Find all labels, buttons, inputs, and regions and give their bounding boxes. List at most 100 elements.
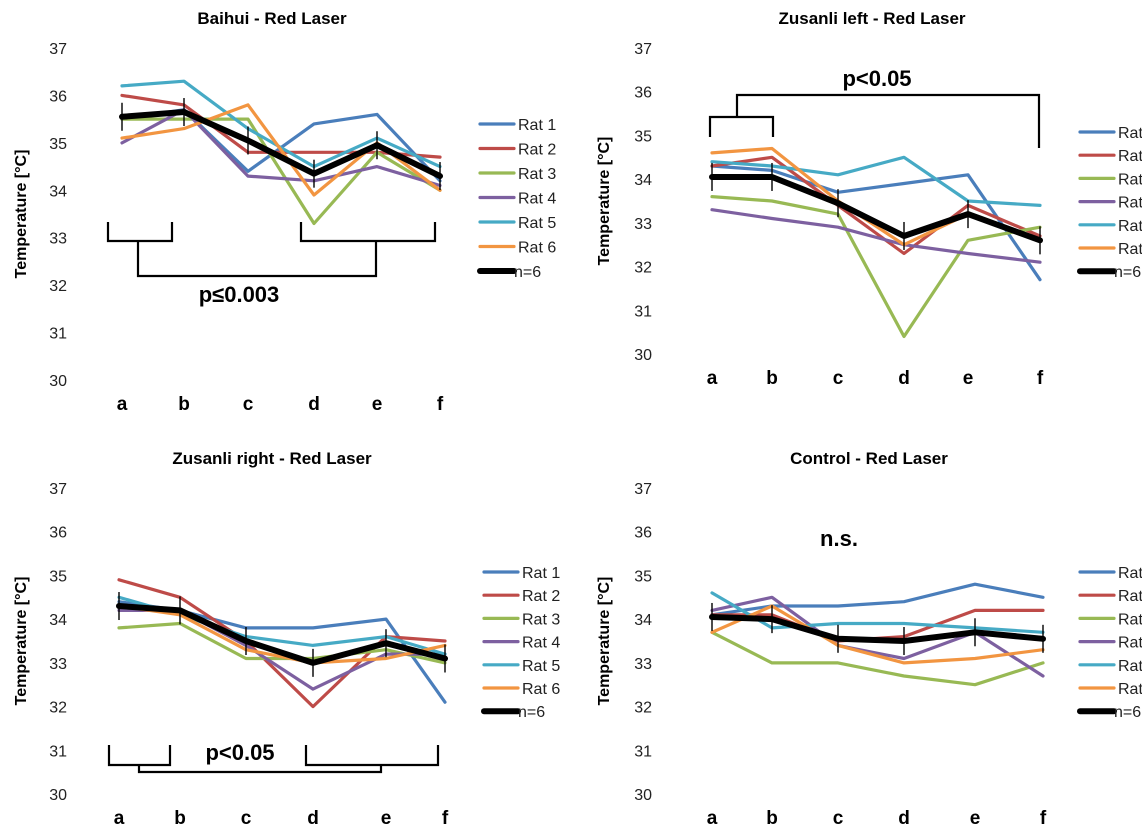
y-tick-label: 34 [49, 183, 67, 200]
series-line-5 [710, 591, 1045, 634]
legend-label: Rat 5 [1118, 658, 1142, 675]
x-tick-label: d [898, 808, 910, 829]
legend-label: n=6 [518, 704, 545, 721]
legend-label: n=6 [514, 264, 541, 281]
chart-panel-4: Control - Red Laser 30 31 32 33 34 35 36 37 Tempe… [596, 449, 1142, 829]
series-line-3 [710, 195, 1042, 339]
y-tick-label: 32 [49, 278, 67, 295]
legend-label: n=6 [1114, 704, 1141, 721]
y-tick-label: 31 [634, 743, 652, 760]
x-tick-label: a [707, 368, 718, 389]
y-tick-label: 31 [634, 303, 652, 320]
series-line-2 [710, 155, 1042, 256]
significance-label: n.s. [820, 526, 858, 551]
x-tick-label: e [963, 368, 974, 389]
y-axis-label: Temperature [°C] [596, 137, 613, 266]
y-tick-label: 31 [49, 743, 67, 760]
significance-bracket [304, 745, 440, 767]
mean-series-line [709, 174, 1043, 244]
legend-label: Rat 4 [518, 191, 556, 208]
x-tick-label: e [970, 808, 981, 829]
x-tick-label: b [174, 808, 186, 829]
chart-panel-1: Baihui - Red Laser 30 31 32 33 34 35 36 37 Temper… [13, 9, 556, 415]
y-tick-label: 34 [49, 612, 67, 629]
x-tick-label: f [437, 394, 444, 415]
significance-label: p≤0.003 [199, 282, 280, 307]
series-line-2 [117, 578, 447, 709]
series-line-6 [710, 146, 1042, 247]
series-line-4 [710, 208, 1042, 264]
legend-label: Rat 6 [1118, 241, 1142, 258]
mean-series-line [119, 109, 443, 180]
y-tick-label: 37 [634, 41, 652, 58]
legend-label: Rat 4 [1118, 635, 1142, 652]
y-tick-label: 35 [634, 568, 652, 585]
x-tick-label: d [898, 368, 910, 389]
series-line-6 [117, 604, 447, 665]
y-tick-label: 37 [49, 41, 67, 58]
y-tick-label: 34 [634, 612, 652, 629]
y-tick-label: 37 [49, 481, 67, 498]
y-tick-label: 36 [634, 525, 652, 542]
y-tick-label: 33 [634, 656, 652, 673]
significance-bracket [735, 93, 1041, 148]
x-tick-label: f [442, 808, 449, 829]
legend-label: Rat 3 [518, 166, 556, 183]
legend-label: Rat 2 [1118, 588, 1142, 605]
chart-panel-2: Zusanli left - Red Laser 30 31 32 33 34 35 36 37… [596, 9, 1142, 389]
y-tick-label: 30 [49, 787, 67, 804]
y-tick-label: 32 [49, 700, 67, 717]
x-tick-label: b [766, 368, 778, 389]
y-tick-label: 37 [634, 481, 652, 498]
mean-series-line [116, 603, 448, 666]
significance-label: p<0.05 [205, 740, 274, 765]
series-line-4 [710, 595, 1045, 678]
legend-label: Rat 3 [1118, 171, 1142, 188]
x-tick-label: a [114, 808, 125, 829]
legend-label: Rat 1 [518, 117, 556, 134]
series-line-3 [710, 630, 1045, 687]
significance-bracket [137, 765, 383, 774]
legend-label: Rat 1 [1118, 125, 1142, 142]
legend-label: Rat 6 [518, 240, 556, 257]
y-tick-label: 31 [49, 326, 67, 343]
legend-label: Rat 6 [1118, 681, 1142, 698]
significance-bracket [299, 222, 437, 243]
x-tick-label: e [372, 394, 383, 415]
x-tick-label: f [1040, 808, 1047, 829]
y-tick-label: 33 [634, 216, 652, 233]
x-tick-label: b [178, 394, 190, 415]
legend-label: Rat 5 [522, 658, 560, 675]
mean-series-line [709, 614, 1046, 644]
y-tick-label: 35 [634, 128, 652, 145]
series-line-3 [120, 117, 442, 226]
x-tick-label: a [707, 808, 718, 829]
series-line-3 [117, 621, 447, 665]
x-tick-label: b [766, 808, 778, 829]
significance-bracket [708, 115, 775, 137]
x-tick-label: c [833, 808, 844, 829]
legend-label: Rat 4 [1118, 195, 1142, 212]
legend-label: Rat 3 [522, 611, 560, 628]
legend-label: Rat 6 [522, 681, 560, 698]
y-axis-label: Temperature [°C] [13, 577, 30, 706]
y-tick-label: 36 [49, 525, 67, 542]
chart-title: Control - Red Laser [790, 449, 948, 468]
x-tick-label: c [241, 808, 252, 829]
chart-title: Zusanli right - Red Laser [172, 449, 372, 468]
x-tick-label: e [381, 808, 392, 829]
y-axis-label: Temperature [°C] [596, 577, 613, 706]
y-tick-label: 30 [634, 787, 652, 804]
legend-label: Rat 2 [1118, 148, 1142, 165]
y-tick-label: 30 [634, 347, 652, 364]
y-tick-label: 34 [634, 172, 652, 189]
y-tick-label: 33 [49, 656, 67, 673]
y-tick-label: 32 [634, 260, 652, 277]
chart-title: Zusanli left - Red Laser [778, 9, 965, 28]
legend-label: n=6 [1114, 264, 1141, 281]
y-tick-label: 36 [634, 85, 652, 102]
significance-bracket [106, 222, 174, 243]
legend-label: Rat 5 [518, 215, 556, 232]
y-tick-label: 35 [49, 568, 67, 585]
y-tick-label: 35 [49, 136, 67, 153]
